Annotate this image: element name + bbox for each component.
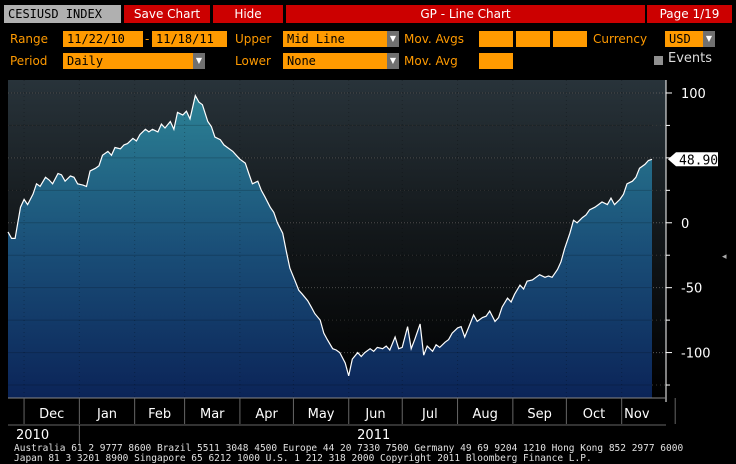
x-tick-label: Oct — [583, 407, 605, 422]
y-tick-label: -50 — [681, 282, 702, 297]
period-dropdown-icon[interactable]: ▼ — [193, 53, 205, 69]
range-end-field[interactable]: 11/18/11 — [152, 31, 227, 47]
year-label: 2011 — [357, 428, 390, 443]
mov-avg-label: Mov. Avg — [404, 54, 458, 68]
x-tick-label: May — [308, 407, 335, 422]
x-tick-label: Mar — [200, 407, 225, 422]
x-tick-label: Feb — [148, 407, 171, 422]
series — [7, 80, 653, 398]
x-tick-label: Apr — [255, 407, 278, 422]
period-label: Period — [10, 54, 48, 68]
range-start-field[interactable]: 11/22/10 — [63, 31, 143, 47]
hide-button[interactable]: Hide — [213, 5, 283, 23]
x-tick-label: Sep — [527, 407, 552, 422]
x-tick-label: Nov — [624, 407, 650, 422]
events-checkbox[interactable] — [654, 56, 663, 65]
x-tick-label: Jan — [96, 407, 117, 422]
series-line — [7, 93, 653, 377]
upper-dropdown-icon[interactable]: ▼ — [387, 31, 399, 47]
area-fill — [8, 95, 652, 398]
footer-line-1: Australia 61 2 9777 8600 Brazil 5511 304… — [14, 443, 684, 454]
mov-avg-3-field[interactable] — [553, 31, 587, 47]
events-label: Events — [668, 51, 713, 66]
mov-avg-field[interactable] — [479, 53, 513, 69]
x-axis: Dec Jan Feb Mar Apr May Jun Jul Aug Sep Oct Nov 2010… — [8, 397, 676, 444]
last-value-box — [668, 152, 718, 167]
page-indicator[interactable]: Page 1/19 — [647, 5, 732, 23]
window-title: GP - Line Chart — [286, 5, 645, 23]
currency-dropdown-icon[interactable]: ▼ — [703, 31, 715, 47]
upper-label: Upper — [235, 32, 272, 46]
x-tick-label: Jul — [421, 407, 438, 422]
mov-avgs-label: Mov. Avgs — [404, 32, 464, 46]
currency-label: Currency — [593, 32, 648, 46]
period-select[interactable]: Daily — [63, 53, 193, 69]
range-label: Range — [10, 32, 49, 46]
lower-select[interactable]: None — [283, 53, 387, 69]
currency-select[interactable]: USD — [665, 31, 703, 47]
upper-select[interactable]: Mid Line — [283, 31, 387, 47]
x-tick-label: Jun — [364, 407, 385, 422]
y-tick-label: 0 — [681, 217, 689, 232]
x-tick-label: Dec — [39, 407, 64, 422]
y-tick-label: 100 — [681, 87, 706, 102]
x-tick-label: Aug — [473, 407, 498, 422]
footer-line-2: Japan 81 3 3201 8900 Singapore 65 6212 1… — [14, 453, 592, 464]
range-dash: - — [145, 32, 150, 46]
lower-dropdown-icon[interactable]: ▼ — [387, 53, 399, 69]
mov-avg-2-field[interactable] — [516, 31, 550, 47]
last-value-label: 48.90 — [679, 153, 718, 168]
y-tick-label: -100 — [681, 347, 711, 362]
year-label: 2010 — [16, 428, 49, 443]
lower-label: Lower — [235, 54, 271, 68]
scroll-arrow-icon: ◂ — [722, 252, 727, 262]
ticker-field[interactable]: CESIUSD INDEX — [4, 5, 121, 23]
mov-avg-1-field[interactable] — [479, 31, 513, 47]
save-chart-button[interactable]: Save Chart — [124, 5, 210, 23]
